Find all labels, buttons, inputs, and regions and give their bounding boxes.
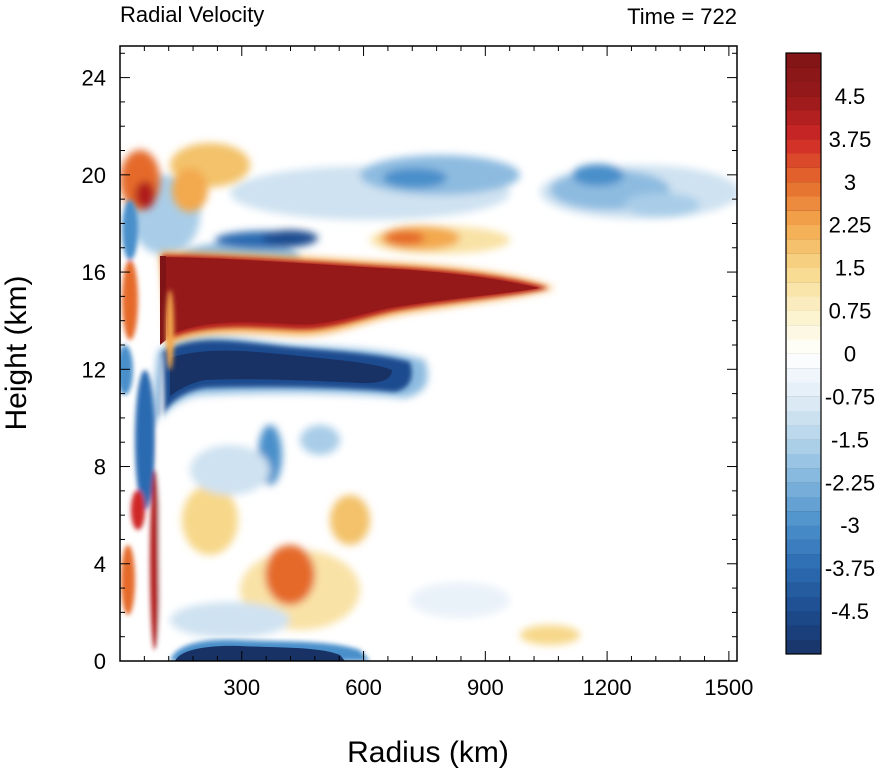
colorbar-cell <box>786 453 821 469</box>
colorbar-cell <box>786 596 821 612</box>
near-axis-structure <box>120 200 174 661</box>
x-axis-title: Radius (km) <box>347 736 509 769</box>
y-tick-label: 20 <box>82 163 106 188</box>
x-tick-label: 600 <box>345 675 382 700</box>
colorbar-cell <box>786 196 821 211</box>
colorbar-cell <box>786 267 821 283</box>
mid-level-inflow <box>150 335 428 430</box>
colorbar-cell <box>786 95 821 111</box>
y-tick-label: 16 <box>82 260 106 285</box>
x-axis: 300 600 900 1200 1500 <box>119 46 753 700</box>
colorbar-cell <box>786 396 821 412</box>
colorbar-cell <box>786 382 821 397</box>
y-axis: 0 4 8 12 16 20 24 <box>82 52 737 674</box>
colorbar-cell <box>786 67 821 83</box>
colorbar-cell <box>786 639 821 655</box>
y-tick-label: 12 <box>82 357 106 382</box>
colorbar-cell <box>786 482 821 497</box>
colorbar-label: -3.75 <box>825 556 875 581</box>
colorbar-cell <box>786 239 821 254</box>
y-tick-label: 4 <box>94 552 106 577</box>
colorbar-cell <box>786 496 821 512</box>
colorbar-cell <box>786 625 821 641</box>
colorbar-cell <box>786 224 821 240</box>
colorbar-cell <box>786 425 821 440</box>
colorbar-cell <box>786 53 821 68</box>
colorbar-label: 0.75 <box>829 299 872 324</box>
colorbar-cell <box>786 181 821 197</box>
colorbar-cell <box>786 539 821 555</box>
colorbar-cell <box>786 553 821 569</box>
colorbar-cell <box>786 110 821 125</box>
colorbar-cell <box>786 525 821 540</box>
colorbar-label: -2.25 <box>825 470 875 495</box>
colorbar-label: 3.75 <box>829 127 872 152</box>
colorbar-label: -3 <box>840 513 860 538</box>
colorbar-label: -1.5 <box>831 427 869 452</box>
colorbar-cell <box>786 310 821 326</box>
colorbar-cell <box>786 138 821 154</box>
colorbar-cell <box>786 153 821 168</box>
colorbar-label: 3 <box>844 170 856 195</box>
colorbar-cell <box>786 439 821 455</box>
colorbar-cell <box>786 467 821 483</box>
colorbar-cell <box>786 210 821 226</box>
colorbar-cell <box>786 510 821 526</box>
y-axis-title: Height (km) <box>0 275 33 430</box>
heatmap-field <box>120 46 737 661</box>
plot-title: Radial Velocity <box>120 2 264 27</box>
upper-outflow-jet <box>160 252 555 345</box>
colorbar-cell <box>786 611 821 626</box>
secondary-outflow <box>120 143 510 254</box>
colorbar-cell <box>786 281 821 297</box>
colorbar-cell <box>786 324 821 340</box>
colorbar-label: -4.5 <box>831 599 869 624</box>
y-tick-label: 24 <box>82 66 106 91</box>
x-tick-label: 1200 <box>583 675 632 700</box>
colorbar-cell <box>786 81 821 97</box>
x-tick-label: 900 <box>467 675 504 700</box>
colorbar-cell <box>786 353 821 369</box>
colorbar-label: 2.25 <box>829 213 872 238</box>
colorbar-cell <box>786 253 821 269</box>
x-tick-label: 300 <box>223 675 260 700</box>
colorbar-cell <box>786 568 821 583</box>
x-tick-label: 1500 <box>704 675 753 700</box>
plot-frame <box>119 45 738 662</box>
low-level-features <box>170 425 580 645</box>
colorbar-label: -0.75 <box>825 384 875 409</box>
colorbar-cell <box>786 367 821 383</box>
colorbar-cell <box>786 410 821 426</box>
colorbar-cell <box>786 582 821 598</box>
colorbar-cell <box>786 296 821 311</box>
colorbar-label: 0 <box>844 342 856 367</box>
colorbar-cell <box>786 124 821 140</box>
time-label: Time = 722 <box>627 4 737 29</box>
colorbar-label: 4.5 <box>835 84 866 109</box>
colorbar-cell <box>786 167 821 183</box>
y-tick-label: 8 <box>94 455 106 480</box>
y-tick-label: 0 <box>94 649 106 674</box>
colorbar: 4.5 3.75 3 2.25 1.5 0.75 0 -0.75 -1.5 -2.25 -3 -3.7… <box>785 52 875 655</box>
colorbar-cell <box>786 339 821 354</box>
colorbar-frame <box>785 52 822 655</box>
colorbar-label: 1.5 <box>835 256 866 281</box>
